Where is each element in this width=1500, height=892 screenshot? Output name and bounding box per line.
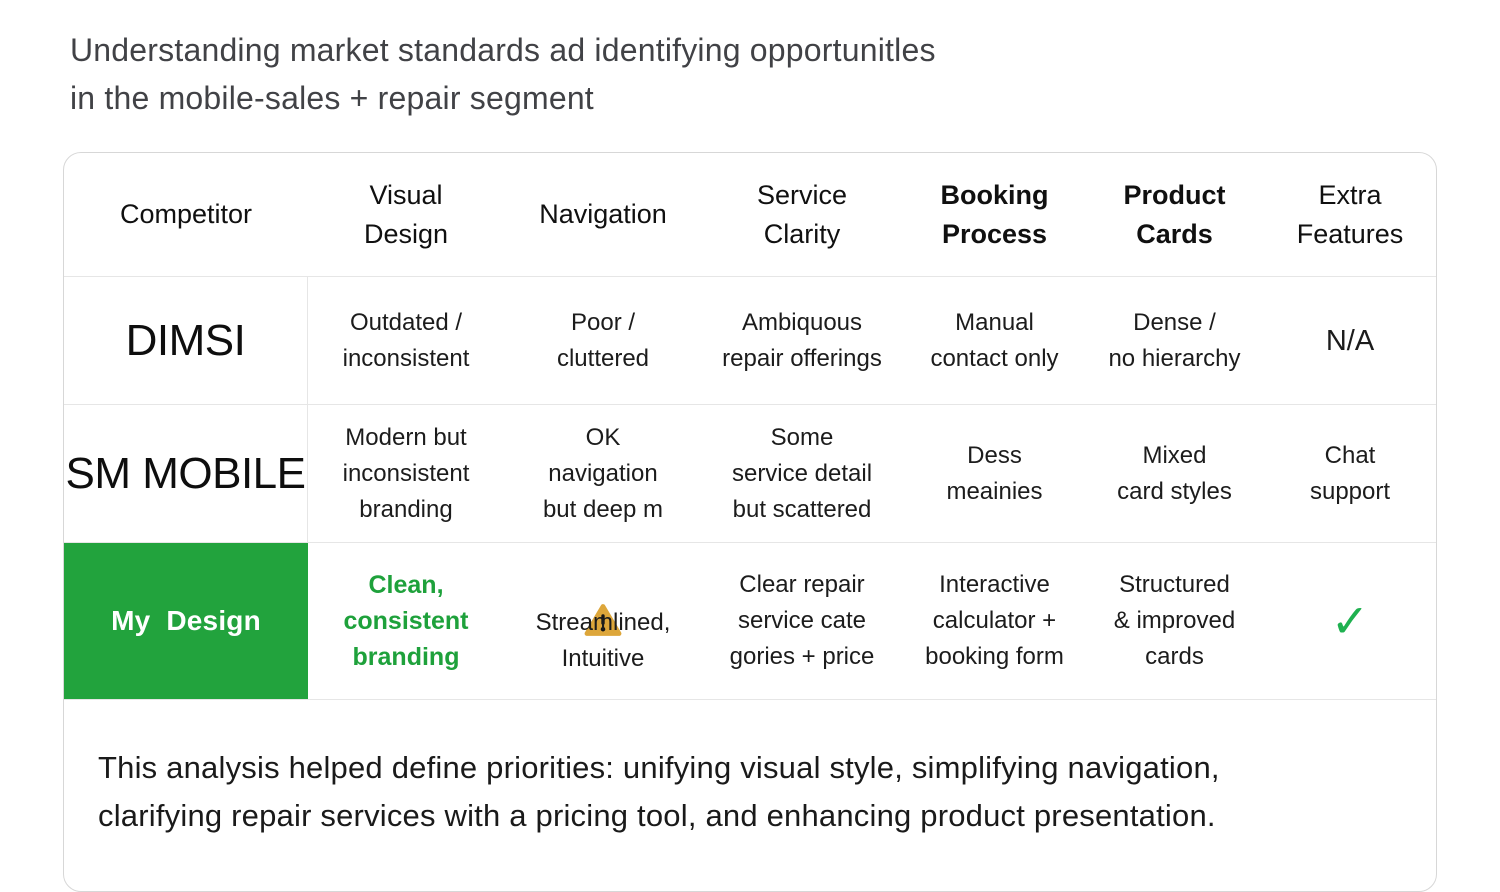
competitor-name-my-design: My Design [64, 543, 308, 699]
table-header-row: Competitor Visual Design Navigation Serv… [64, 153, 1436, 276]
dimsi-visual-design: Outdated / inconsistent [342, 308, 470, 372]
warning-triangle-icon [584, 566, 622, 636]
sm-extra-features: Chat support [1309, 441, 1391, 505]
page-title: Understanding market standards ad identi… [70, 32, 936, 116]
my-navigation: Streamlined, Intuitive [504, 543, 702, 699]
table-row-dimsi: DIMSI Outdated / inconsistent Poor / clu… [64, 276, 1436, 404]
table-row-my-design: My Design Clean, consistent branding Str… [64, 542, 1436, 699]
my-product-cards: Structured & improved cards [1113, 571, 1236, 670]
col-header-competitor: Competitor [119, 199, 253, 229]
dimsi-extra-features: N/A [1325, 324, 1375, 357]
table-row-sm-mobile: SM MOBILE Modern but inconsistent brandi… [64, 404, 1436, 542]
analysis-summary: This analysis helped define priorities: … [64, 699, 1436, 870]
my-service-clarity: Clear repair service cate gories + price [729, 571, 875, 670]
col-header-extra-features: Extra Features [1296, 179, 1404, 249]
col-header-product-cards: Product Cards [1123, 179, 1226, 249]
sm-visual-design: Modern but inconsistent branding [342, 423, 470, 523]
sm-service-clarity: Some service detail but scattered [731, 423, 873, 523]
dimsi-booking-process: Manual contact only [930, 308, 1059, 372]
my-visual-design: Clean, consistent branding [343, 571, 469, 671]
dimsi-product-cards: Dense / no hierarchy [1108, 308, 1241, 372]
col-header-navigation: Navigation [539, 199, 667, 229]
competitor-name-sm-mobile: SM MOBILE [64, 405, 308, 542]
my-extra-features: ✓ [1262, 543, 1438, 699]
my-booking-process: Interactive calculator + booking form [925, 571, 1064, 670]
competitor-comparison-table: Competitor Visual Design Navigation Serv… [63, 152, 1437, 892]
check-icon: ✓ [1330, 594, 1370, 648]
dimsi-navigation: Poor / cluttered [556, 308, 650, 372]
my-navigation-text: Streamlined, Intuitive [535, 608, 671, 672]
sm-product-cards: Mixed card styles [1117, 441, 1232, 505]
col-header-booking-process: Booking Process [940, 179, 1049, 249]
competitor-name-dimsi: DIMSI [64, 277, 308, 404]
dimsi-service-clarity: Ambiquous repair offerings [722, 308, 882, 372]
sm-booking-process: Dess meainies [946, 441, 1043, 505]
col-header-visual-design: Visual Design [363, 179, 449, 249]
col-header-service-clarity: Service Clarity [756, 179, 848, 249]
sm-navigation: OK navigation but deep m [542, 423, 664, 523]
